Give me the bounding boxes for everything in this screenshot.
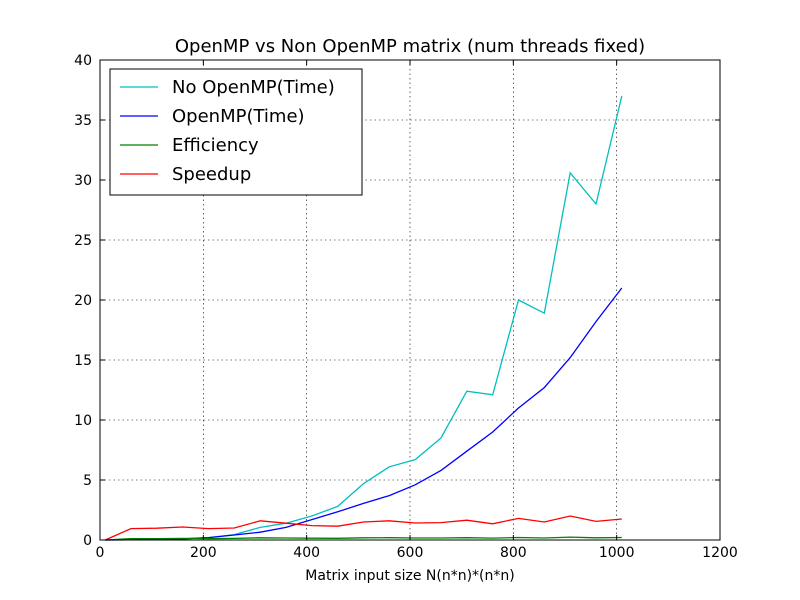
y-tick-label: 0	[83, 533, 92, 549]
legend-label-no-openmp-time: No OpenMP(Time)	[172, 77, 335, 98]
x-tick-label: 800	[500, 545, 527, 561]
y-tick-label: 40	[74, 53, 92, 69]
x-tick-label: 1000	[599, 545, 635, 561]
x-tick-label: 1200	[702, 545, 738, 561]
tick-layer: 0 200 400 600 800 1000 1200 0 5 10 15 20 25 30 35 40	[74, 53, 738, 561]
legend: No OpenMP(Time) OpenMP(Time) Efficiency Spe…	[109, 68, 363, 196]
y-tick-label: 20	[74, 293, 92, 309]
x-tick-label: 400	[293, 545, 320, 561]
x-tick-label: 0	[96, 545, 105, 561]
y-tick-label: 15	[74, 353, 92, 369]
x-tick-label: 200	[190, 545, 217, 561]
series-line-speedup	[104, 515, 622, 541]
y-tick-label: 5	[83, 473, 92, 489]
series-line-efficiency	[105, 536, 622, 541]
series-layer	[104, 95, 623, 541]
y-tick-label: 35	[74, 113, 92, 129]
x-tick-label: 600	[397, 545, 424, 561]
x-axis-label: Matrix input size N(n*n)*(n*n)	[305, 568, 514, 584]
y-tick-label: 25	[74, 233, 92, 249]
chart-title: OpenMP vs Non OpenMP matrix (num threads…	[175, 36, 645, 57]
legend-label-openmp-time: OpenMP(Time)	[172, 106, 305, 127]
series-line-openmp-time	[105, 287, 623, 541]
legend-label-speedup: Speedup	[172, 164, 251, 185]
y-tick-label: 30	[74, 173, 92, 189]
grid-layer	[100, 60, 720, 540]
y-tick-label: 10	[74, 413, 92, 429]
legend-label-efficiency: Efficiency	[172, 135, 259, 156]
